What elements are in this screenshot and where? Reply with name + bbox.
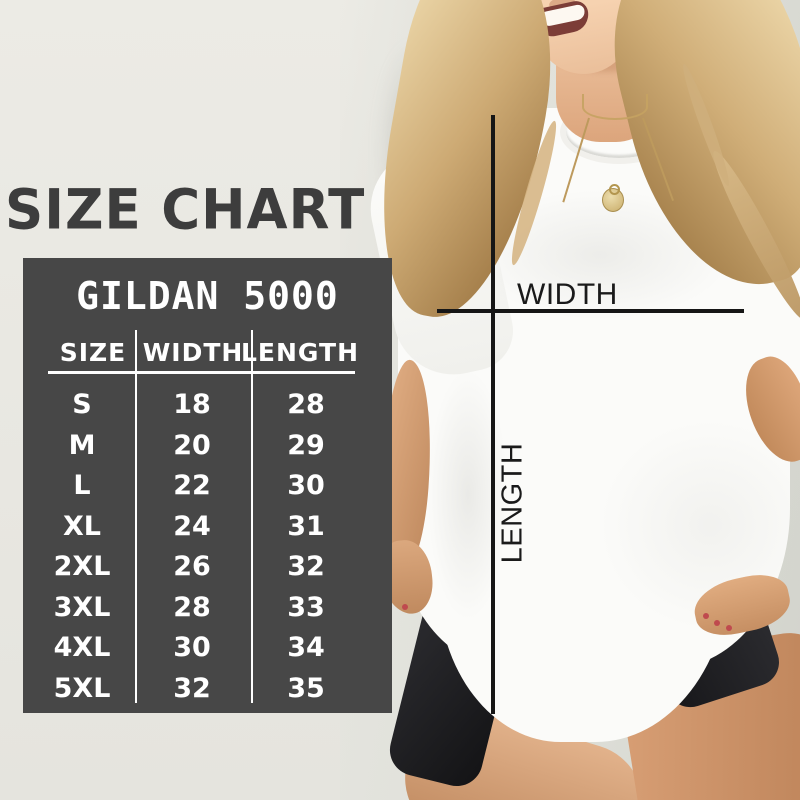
fingernail bbox=[714, 620, 720, 626]
size-cell: XL bbox=[62, 510, 102, 542]
fingernail bbox=[402, 604, 408, 610]
size-table-rows: S 18 28 M 20 29 L 22 30 XL 24 31 2XL 26 bbox=[23, 385, 392, 709]
table-row: L 22 30 bbox=[23, 466, 392, 507]
header-underline bbox=[48, 371, 355, 374]
header-length: LENGTH bbox=[241, 338, 359, 367]
fingernail bbox=[703, 613, 709, 619]
length-cell: 35 bbox=[287, 672, 325, 704]
size-cell: L bbox=[73, 470, 91, 501]
length-cell: 34 bbox=[287, 632, 325, 663]
width-cell: 18 bbox=[173, 389, 211, 420]
header-size: SIZE bbox=[59, 338, 127, 367]
table-row: M 20 29 bbox=[23, 426, 392, 467]
table-row: S 18 28 bbox=[23, 385, 392, 426]
width-cell: 30 bbox=[173, 632, 211, 663]
size-cell: 4XL bbox=[53, 632, 111, 663]
size-cell: 2XL bbox=[53, 551, 111, 582]
width-label: WIDTH bbox=[517, 278, 618, 311]
fingernail bbox=[726, 625, 732, 631]
table-row: 4XL 30 34 bbox=[23, 628, 392, 669]
length-cell: 33 bbox=[287, 591, 325, 623]
length-cell: 29 bbox=[287, 429, 325, 461]
length-cell: 30 bbox=[287, 470, 325, 501]
size-cell: S bbox=[72, 389, 92, 420]
width-cell: 22 bbox=[173, 470, 211, 501]
header-width: WIDTH bbox=[142, 338, 244, 367]
size-chart-panel: GILDAN 5000 SIZE WIDTH LENGTH S 18 28 M … bbox=[23, 258, 392, 713]
column-divider bbox=[135, 330, 137, 703]
width-cell: 32 bbox=[173, 672, 211, 704]
necklace-bail bbox=[609, 184, 620, 195]
width-cell: 26 bbox=[173, 551, 211, 582]
tshirt-hem bbox=[438, 470, 730, 742]
size-cell: 3XL bbox=[53, 591, 111, 623]
length-measure-line bbox=[491, 115, 495, 714]
width-cell: 20 bbox=[173, 429, 211, 461]
table-row: 2XL 26 32 bbox=[23, 547, 392, 588]
table-header-row: SIZE WIDTH LENGTH bbox=[23, 338, 392, 368]
size-cell: 5XL bbox=[53, 672, 111, 704]
length-cell: 32 bbox=[287, 551, 325, 582]
table-row: 5XL 32 35 bbox=[23, 669, 392, 710]
length-label: LENGTH bbox=[496, 442, 529, 564]
size-cell: M bbox=[68, 429, 96, 461]
brand-title: GILDAN 5000 bbox=[76, 274, 339, 318]
length-cell: 31 bbox=[287, 510, 325, 542]
table-row: XL 24 31 bbox=[23, 507, 392, 548]
column-divider bbox=[251, 330, 253, 703]
width-cell: 28 bbox=[173, 591, 211, 623]
width-cell: 24 bbox=[173, 510, 211, 542]
necklace-choker bbox=[582, 94, 648, 120]
length-cell: 28 bbox=[287, 389, 325, 420]
page-title: SIZE CHART bbox=[5, 178, 366, 243]
width-measure-line bbox=[437, 309, 744, 313]
table-row: 3XL 28 33 bbox=[23, 588, 392, 629]
